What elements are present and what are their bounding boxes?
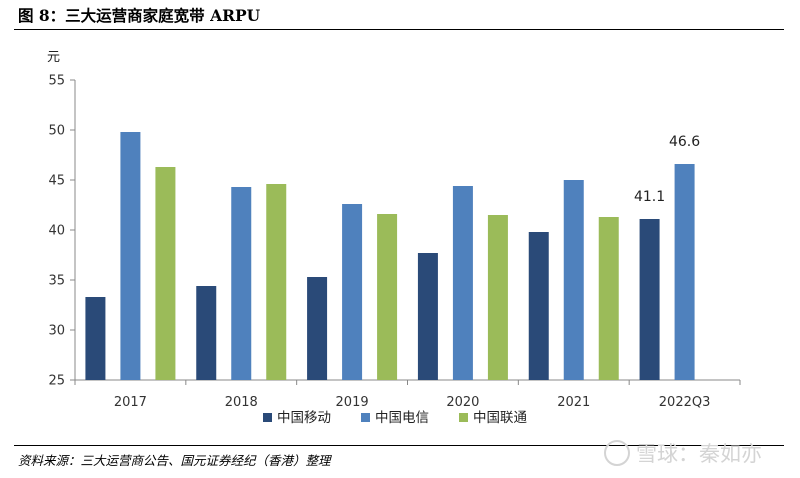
bar-cu-2019 [377,214,398,380]
bar-ctc-2018 [231,187,252,380]
legend-label: 中国移动 [277,410,331,426]
bar-cmcc-2018 [196,286,217,380]
source-note: 资料来源：三大运营商公告、国元证券经纪（香港）整理 [18,453,331,468]
x-tick-label: 2021 [557,395,590,410]
legend-swatch [263,413,272,422]
bar-cmcc-2019 [307,277,328,380]
bar-cmcc-2021 [528,232,549,380]
snowball-logo-icon [604,440,630,466]
bar-ctc-2019 [342,204,363,380]
figure-title: 图 8：三大运营商家庭宽带 ARPU [18,6,261,25]
y-tick-label: 45 [48,174,65,189]
y-axis-unit: 元 [47,50,60,65]
source-rule [14,445,784,446]
y-tick-label: 40 [48,224,65,239]
data-label: 46.6 [669,134,700,150]
x-tick-label: 2018 [225,395,258,410]
legend-label: 中国联通 [473,410,527,426]
bar-cu-2018 [266,184,287,380]
y-tick-label: 50 [48,124,65,139]
chart-axes: 25 30 35 40 45 50 55 元 2017 2018 2019 2020 2021 2022Q… [47,50,741,410]
legend-label: 中国电信 [375,410,429,426]
legend-swatch [361,413,370,422]
x-tick-label: 2022Q3 [659,395,711,410]
legend-swatch [459,413,468,422]
watermark: 雪球：秦如亦 [604,438,762,468]
chart-data-labels: 41.1 46.6 [634,134,700,205]
bar-ctc-2017 [120,132,141,380]
bar-cmcc-2020 [417,253,438,380]
bar-ctc-2022Q3 [674,164,695,380]
y-tick-label: 55 [48,74,65,89]
bar-ctc-2021 [563,180,584,380]
y-tick-label: 30 [48,324,65,339]
bar-cu-2021 [598,217,619,380]
bar-cmcc-2022Q3 [639,219,660,380]
bar-cmcc-2017 [85,297,106,380]
x-tick-label: 2017 [114,395,147,410]
title-rule [14,29,784,30]
bar-ctc-2020 [452,186,473,380]
x-tick-label: 2019 [336,395,369,410]
data-label: 41.1 [634,189,665,205]
chart-bars [85,132,695,380]
chart-legend: 中国移动 中国电信 中国联通 [263,410,527,426]
bar-cu-2017 [155,167,176,380]
watermark-text: 雪球：秦如亦 [636,442,762,466]
y-tick-label: 35 [48,274,65,289]
y-tick-label: 25 [48,374,65,389]
x-tick-label: 2020 [446,395,479,410]
bar-cu-2020 [487,215,508,380]
